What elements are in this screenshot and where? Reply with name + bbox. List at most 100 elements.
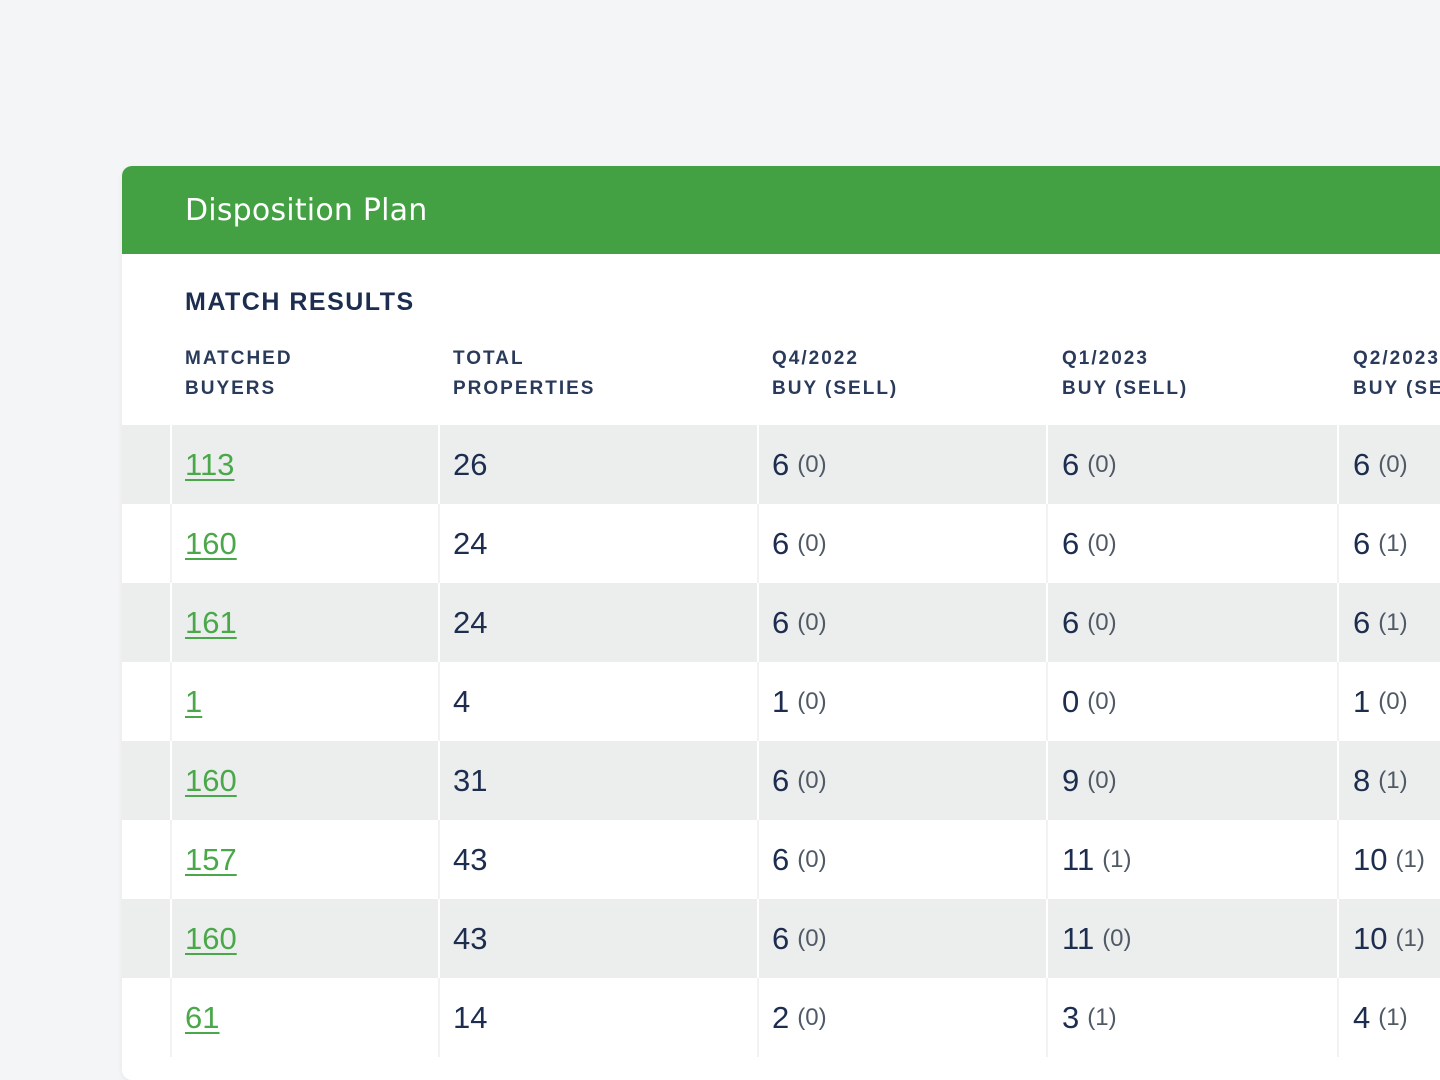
matched-buyers-cell: 160 <box>185 899 237 978</box>
column-divider <box>170 504 172 583</box>
table-row: 61 14 2 (0) 3 (1) 4 (1) <box>122 978 1440 1057</box>
column-divider <box>757 978 759 1057</box>
buy-value: 6 <box>772 920 790 956</box>
buy-value: 6 <box>772 762 790 798</box>
q2-2023-cell: 8 (1) <box>1353 741 1408 820</box>
panel-header: Disposition Plan <box>122 166 1440 254</box>
q2-2023-cell: 10 (1) <box>1353 899 1425 978</box>
column-divider <box>1337 978 1339 1057</box>
sell-value: (1) <box>1378 1003 1408 1031</box>
total-properties-cell: 24 <box>453 604 488 640</box>
column-divider <box>170 662 172 741</box>
q2-2023-cell: 6 (0) <box>1353 425 1408 504</box>
buy-value: 6 <box>1062 446 1080 482</box>
sell-value: (1) <box>1378 766 1408 794</box>
column-divider <box>1046 899 1048 978</box>
column-divider <box>438 978 440 1057</box>
column-divider <box>438 741 440 820</box>
column-divider <box>438 899 440 978</box>
column-divider <box>1046 662 1048 741</box>
column-divider <box>170 978 172 1057</box>
sell-value: (0) <box>1378 687 1408 715</box>
column-divider <box>170 741 172 820</box>
matched-buyers-cell: 157 <box>185 820 237 899</box>
total-properties-cell: 43 <box>453 841 488 877</box>
column-divider <box>1046 583 1048 662</box>
buy-value: 6 <box>772 604 790 640</box>
column-header-line2: BUY (SELL) <box>772 378 899 399</box>
column-header-total-properties: TOTAL PROPERTIES <box>453 344 595 404</box>
q2-2023-cell: 4 (1) <box>1353 978 1408 1057</box>
matched-buyers-link[interactable]: 160 <box>185 920 237 956</box>
sell-value: (1) <box>1102 845 1132 873</box>
buy-value: 9 <box>1062 762 1080 798</box>
column-header-line1: Q1/2023 <box>1062 348 1149 369</box>
q1-2023-cell: 6 (0) <box>1062 425 1117 504</box>
buy-value: 1 <box>772 683 790 719</box>
matched-buyers-cell: 160 <box>185 741 237 820</box>
column-divider <box>438 583 440 662</box>
column-divider <box>438 425 440 504</box>
column-divider <box>438 820 440 899</box>
matched-buyers-link[interactable]: 157 <box>185 841 237 877</box>
q4-2022-cell: 6 (0) <box>772 583 827 662</box>
sell-value: (0) <box>1102 924 1132 952</box>
column-divider <box>1046 820 1048 899</box>
column-divider <box>170 425 172 504</box>
sell-value: (1) <box>1378 608 1408 636</box>
column-header-line2: BUYERS <box>185 378 277 399</box>
column-divider <box>1337 662 1339 741</box>
q1-2023-cell: 9 (0) <box>1062 741 1117 820</box>
column-header-q1-2023: Q1/2023 BUY (SELL) <box>1062 344 1188 404</box>
column-header-line2: BUY (SELL) <box>1353 378 1440 399</box>
matched-buyers-link[interactable]: 160 <box>185 762 237 798</box>
column-header-line1: Q4/2022 <box>772 348 859 369</box>
table-row: 161 24 6 (0) 6 (0) 6 (1) <box>122 583 1440 662</box>
q4-2022-cell: 6 (0) <box>772 741 827 820</box>
table-row: 1 4 1 (0) 0 (0) 1 (0) <box>122 662 1440 741</box>
matched-buyers-link[interactable]: 160 <box>185 525 237 561</box>
q1-2023-cell: 11 (0) <box>1062 899 1132 978</box>
matched-buyers-link[interactable]: 113 <box>185 446 235 482</box>
sell-value: (0) <box>1087 608 1117 636</box>
total-properties-cell: 26 <box>453 446 488 482</box>
q1-2023-cell: 3 (1) <box>1062 978 1117 1057</box>
column-divider <box>757 425 759 504</box>
match-results-table: 113 26 6 (0) 6 (0) 6 (0) 160 24 6 (0) 6 (0) 6 (1) 161 24 6… <box>122 425 1440 1057</box>
column-divider <box>170 583 172 662</box>
q4-2022-cell: 6 (0) <box>772 899 827 978</box>
column-divider <box>757 820 759 899</box>
q2-2023-cell: 6 (1) <box>1353 504 1408 583</box>
matched-buyers-link[interactable]: 61 <box>185 999 220 1035</box>
buy-value: 0 <box>1062 683 1080 719</box>
sell-value: (0) <box>797 1003 827 1031</box>
column-divider <box>1337 820 1339 899</box>
column-divider <box>757 741 759 820</box>
total-properties-cell: 24 <box>453 525 488 561</box>
sell-value: (0) <box>797 450 827 478</box>
column-divider <box>438 504 440 583</box>
q4-2022-cell: 6 (0) <box>772 504 827 583</box>
buy-value: 6 <box>1062 604 1080 640</box>
column-divider <box>757 899 759 978</box>
q4-2022-cell: 1 (0) <box>772 662 827 741</box>
column-divider <box>1046 504 1048 583</box>
buy-value: 2 <box>772 999 790 1035</box>
q2-2023-cell: 1 (0) <box>1353 662 1408 741</box>
buy-value: 6 <box>1353 446 1371 482</box>
matched-buyers-link[interactable]: 1 <box>185 683 203 719</box>
matched-buyers-link[interactable]: 161 <box>185 604 237 640</box>
total-properties-cell: 31 <box>453 762 488 798</box>
sell-value: (0) <box>797 687 827 715</box>
buy-value: 6 <box>772 525 790 561</box>
sell-value: (0) <box>1087 450 1117 478</box>
table-row: 160 31 6 (0) 9 (0) 8 (1) <box>122 741 1440 820</box>
q1-2023-cell: 6 (0) <box>1062 504 1117 583</box>
sell-value: (0) <box>797 529 827 557</box>
column-header-line1: MATCHED <box>185 348 293 369</box>
buy-value: 11 <box>1062 920 1095 956</box>
buy-value: 1 <box>1353 683 1371 719</box>
buy-value: 6 <box>772 841 790 877</box>
sell-value: (1) <box>1378 529 1408 557</box>
sell-value: (0) <box>797 608 827 636</box>
